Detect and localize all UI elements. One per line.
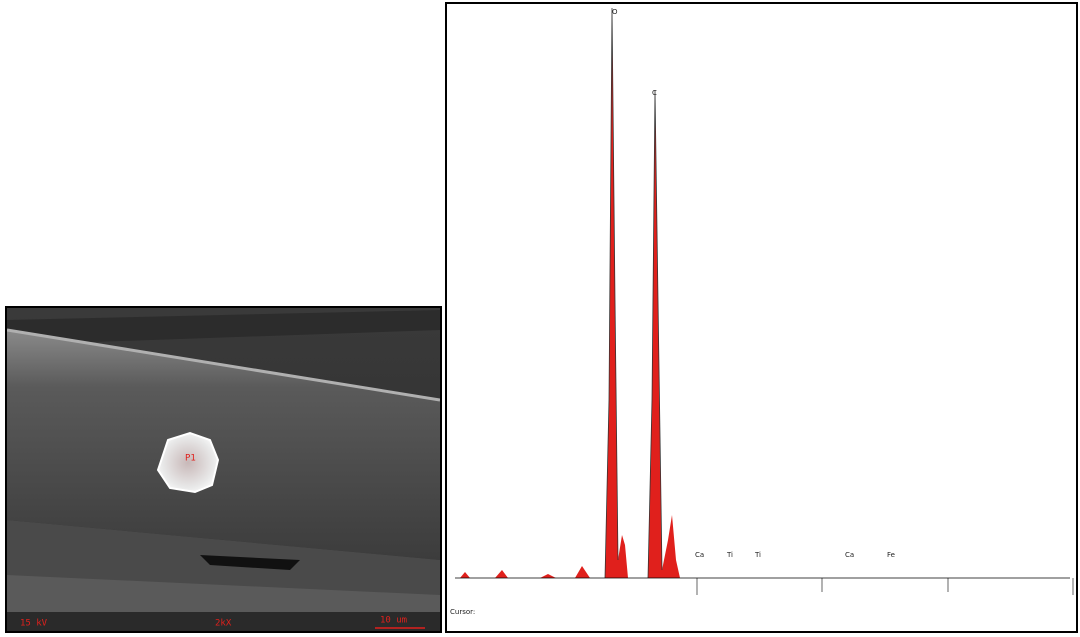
point-label: P1: [185, 454, 196, 464]
element-label: Ca: [845, 551, 854, 559]
element-label: Ti: [754, 551, 761, 559]
scale-bar-label: 10 um: [380, 616, 407, 626]
sem-image: P1 15 kV 2kX 10 um: [7, 308, 440, 631]
magnification-label: 2kX: [215, 619, 232, 629]
element-label: Fe: [887, 551, 895, 559]
element-label: Ti: [726, 551, 733, 559]
spectrum: O C Ca Ti Ti Ca Fe Cursor:: [450, 7, 1074, 616]
cursor-label: Cursor:: [450, 608, 475, 616]
spectrum-border: [445, 2, 1078, 633]
voltage-label: 15 kV: [20, 619, 48, 629]
sem-border: [5, 306, 442, 633]
peak-label: O: [612, 8, 618, 16]
element-label: Ca: [695, 551, 704, 559]
peak-label: C: [652, 89, 657, 97]
